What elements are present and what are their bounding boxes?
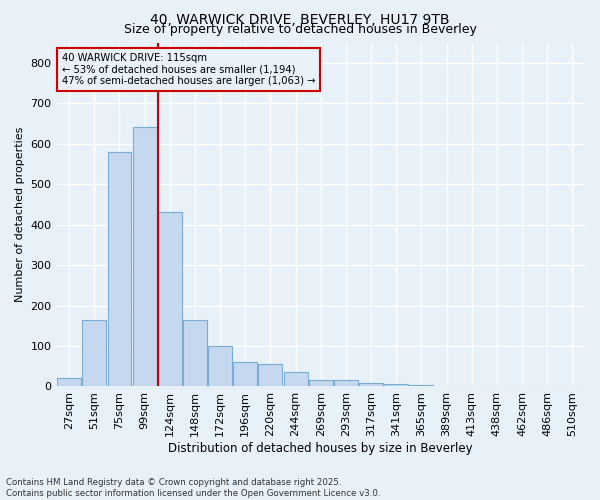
Bar: [334, 380, 358, 386]
Bar: [183, 320, 207, 386]
Bar: [359, 383, 383, 386]
Bar: [309, 380, 333, 386]
Bar: [158, 212, 182, 386]
Bar: [133, 128, 157, 386]
Bar: [82, 320, 106, 386]
Bar: [409, 385, 433, 386]
Bar: [259, 364, 283, 386]
Bar: [284, 372, 308, 386]
Text: 40 WARWICK DRIVE: 115sqm
← 53% of detached houses are smaller (1,194)
47% of sem: 40 WARWICK DRIVE: 115sqm ← 53% of detach…: [62, 53, 316, 86]
Y-axis label: Number of detached properties: Number of detached properties: [15, 127, 25, 302]
Bar: [107, 152, 131, 386]
Bar: [57, 378, 81, 386]
Bar: [233, 362, 257, 386]
Text: 40, WARWICK DRIVE, BEVERLEY, HU17 9TB: 40, WARWICK DRIVE, BEVERLEY, HU17 9TB: [150, 12, 450, 26]
X-axis label: Distribution of detached houses by size in Beverley: Distribution of detached houses by size …: [169, 442, 473, 455]
Text: Contains HM Land Registry data © Crown copyright and database right 2025.
Contai: Contains HM Land Registry data © Crown c…: [6, 478, 380, 498]
Text: Size of property relative to detached houses in Beverley: Size of property relative to detached ho…: [124, 22, 476, 36]
Bar: [385, 384, 408, 386]
Bar: [208, 346, 232, 387]
